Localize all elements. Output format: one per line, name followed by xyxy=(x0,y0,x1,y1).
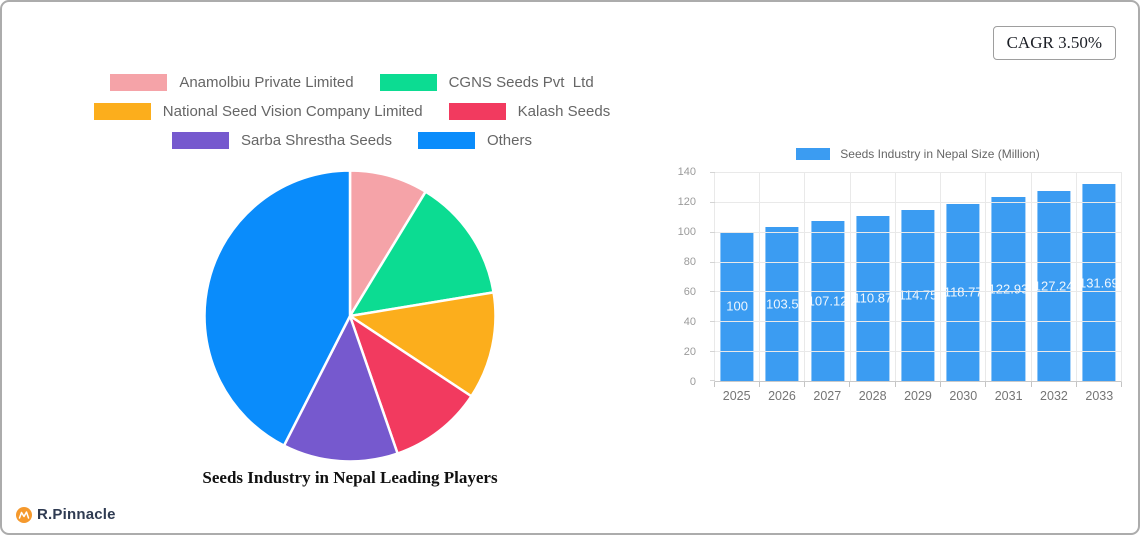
legend-swatch xyxy=(448,103,506,120)
y-axis-tick-label: 80 xyxy=(683,256,696,268)
bar-value-label: 107.12 xyxy=(807,293,848,309)
bar-column: 107.12 xyxy=(804,172,849,381)
bar-value-label: 131.69 xyxy=(1078,275,1119,291)
legend-label: Sarba Shrestha Seeds xyxy=(241,132,392,149)
bar-column: 103.5 xyxy=(759,172,804,381)
pie-slice xyxy=(348,314,473,455)
pie-legend-item[interactable]: National Seed Vision Company Limited xyxy=(93,103,423,120)
y-axis-tick-label: 120 xyxy=(677,196,696,208)
brand-name: R.Pinnacle xyxy=(37,506,116,523)
x-axis-tick-label: 2025 xyxy=(714,382,759,404)
y-axis-tick-label: 0 xyxy=(689,376,696,388)
bar-value-label: 110.87 xyxy=(853,290,893,306)
y-tick-mark xyxy=(710,321,715,323)
x-axis-labels: 2025 2026 2027 2028 2029 2030 2031 2032 2033 xyxy=(714,382,1122,404)
bar-legend-label: Seeds Industry in Nepal Size (Million) xyxy=(840,147,1040,161)
pie-slice xyxy=(203,169,352,447)
bar: 110.87 xyxy=(853,215,893,381)
pie-legend-item[interactable]: Anamolbiu Private Limited xyxy=(110,74,354,91)
legend-swatch xyxy=(110,74,168,91)
pie-legend-item[interactable]: Kalash Seeds xyxy=(448,103,611,120)
y-tick-mark xyxy=(710,380,715,381)
bar-value-label: 127.24 xyxy=(1033,278,1074,294)
pie-slice xyxy=(282,314,399,463)
bar: 122.93 xyxy=(989,197,1028,381)
pie-legend-item[interactable]: Sarba Shrestha Seeds xyxy=(172,132,392,149)
x-axis-tick-label: 2027 xyxy=(804,382,850,404)
legend-swatch xyxy=(172,132,230,149)
bar: 100 xyxy=(720,231,754,381)
bar-columns: 100 103.5 107.12 110.87 114.75118.77122.9312… xyxy=(715,172,1121,381)
x-axis-tick-label: 2026 xyxy=(758,382,804,404)
x-axis-tick-label: 2030 xyxy=(940,382,986,404)
x-axis-tick-label: 2028 xyxy=(849,382,895,404)
bar: 103.5 xyxy=(765,226,799,381)
y-tick-mark xyxy=(710,201,715,203)
legend-label: Kalash Seeds xyxy=(517,103,611,120)
bar: 127.24 xyxy=(1034,191,1074,381)
legend-label: Others xyxy=(486,132,532,149)
pie-chart-title: Seeds Industry in Nepal Leading Players xyxy=(202,468,498,487)
pie-slice xyxy=(348,291,497,398)
legend-swatch xyxy=(93,103,151,120)
gridline xyxy=(715,231,1121,233)
y-axis-tick-label: 20 xyxy=(683,346,696,358)
pie-legend-item[interactable]: CGNS Seeds Pvt Ltd xyxy=(379,74,594,91)
y-tick-mark xyxy=(710,261,715,263)
legend-swatch xyxy=(417,132,475,149)
x-axis-tick-label: 2031 xyxy=(985,382,1031,404)
bar-value-label: 100 xyxy=(726,298,748,314)
bar-value-label: 122.93 xyxy=(988,281,1029,297)
gridline xyxy=(715,321,1121,323)
legend-swatch xyxy=(379,74,437,91)
legend-label: Anamolbiu Private Limited xyxy=(179,74,354,91)
brand-logo: R.Pinnacle xyxy=(16,506,116,523)
legend-label: National Seed Vision Company Limited xyxy=(162,103,423,120)
bar: 114.75 xyxy=(899,209,937,381)
bar-value-label: 114.75 xyxy=(898,287,938,303)
gridline xyxy=(715,172,1121,173)
pie-chart xyxy=(203,169,497,463)
x-axis-tick-label: 2029 xyxy=(894,382,940,404)
bar-column: 100 xyxy=(715,172,759,381)
y-axis-tick-label: 60 xyxy=(683,286,696,298)
bar-column: 127.24 xyxy=(1030,172,1076,381)
x-axis-tick-label: 2033 xyxy=(1076,382,1122,404)
bar-value-label: 103.5 xyxy=(766,296,799,312)
y-tick-mark xyxy=(710,351,715,353)
bar: 107.12 xyxy=(808,221,847,381)
bar-legend[interactable]: Seeds Industry in Nepal Size (Million) xyxy=(714,147,1122,161)
bar: 131.69 xyxy=(1079,184,1119,381)
y-axis-tick-label: 140 xyxy=(677,166,696,178)
pie-legend: Anamolbiu Private Limited CGNS Seeds Pvt … xyxy=(72,74,632,149)
gridline xyxy=(715,351,1121,353)
y-axis-tick-label: 40 xyxy=(683,316,696,328)
gridline xyxy=(715,201,1121,203)
gridline xyxy=(715,261,1121,263)
y-tick-mark xyxy=(710,231,715,233)
bar-column: 122.93 xyxy=(985,172,1030,381)
y-axis-tick-label: 100 xyxy=(677,226,696,238)
y-axis-labels: 0 20 40 60 80 100 120 140 xyxy=(666,166,706,388)
legend-label: CGNS Seeds Pvt Ltd xyxy=(448,74,594,91)
bar-plot-area: 100 103.5 107.12 110.87 114.75118.77122.9312… xyxy=(710,172,1122,382)
bar-column: 131.69 xyxy=(1075,172,1121,381)
cagr-badge: CAGR 3.50% xyxy=(992,26,1116,60)
bar-column: 110.87 xyxy=(849,172,895,381)
pie-legend-item[interactable]: Others xyxy=(417,132,532,149)
mountain-icon xyxy=(16,506,32,523)
y-tick-mark xyxy=(710,172,715,173)
bar-column: 118.77 xyxy=(940,172,985,381)
x-axis-tick-label: 2032 xyxy=(1030,382,1076,404)
y-tick-mark xyxy=(710,291,715,293)
bar-chart: Seeds Industry in Nepal Size (Million) 0… xyxy=(666,147,1136,409)
pie-slice xyxy=(348,190,495,318)
bar-legend-swatch xyxy=(796,148,831,160)
bar-column: 114.75 xyxy=(894,172,940,381)
gridline xyxy=(715,291,1121,293)
